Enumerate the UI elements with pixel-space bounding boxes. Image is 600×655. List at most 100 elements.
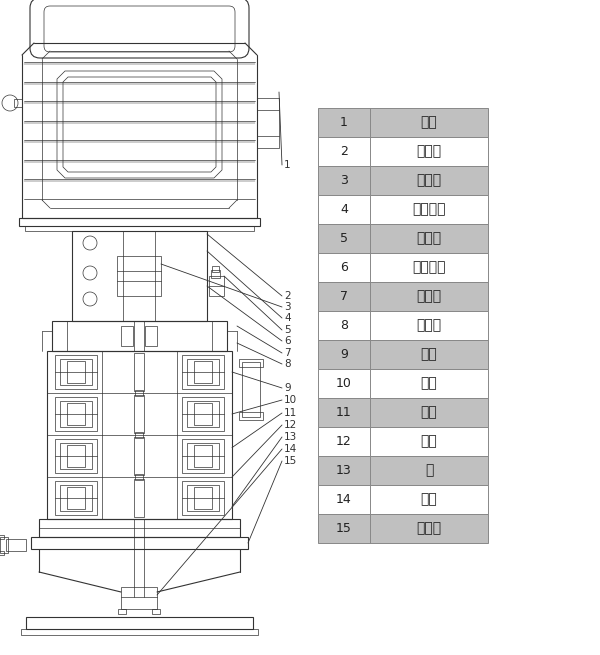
Text: 3: 3 bbox=[284, 302, 290, 312]
Bar bbox=[121, 326, 133, 346]
Text: 10: 10 bbox=[336, 377, 352, 390]
Text: 7: 7 bbox=[340, 290, 348, 303]
Bar bbox=[134, 321, 144, 351]
Text: 11: 11 bbox=[336, 406, 352, 419]
Bar bbox=[239, 412, 263, 420]
Text: 6: 6 bbox=[340, 261, 348, 274]
Bar bbox=[47, 351, 232, 519]
Text: 3: 3 bbox=[340, 174, 348, 187]
Text: 14: 14 bbox=[336, 493, 352, 506]
Bar bbox=[318, 456, 488, 485]
Text: 9: 9 bbox=[340, 348, 348, 361]
Bar bbox=[145, 326, 157, 346]
Bar bbox=[318, 282, 488, 311]
Text: 轴: 轴 bbox=[425, 464, 433, 477]
Bar bbox=[194, 487, 212, 509]
Text: 15: 15 bbox=[336, 522, 352, 535]
Bar bbox=[134, 437, 144, 475]
Bar bbox=[187, 359, 219, 385]
Bar bbox=[121, 587, 157, 609]
Text: 5: 5 bbox=[340, 232, 348, 245]
Bar bbox=[60, 401, 92, 427]
Text: 6: 6 bbox=[284, 336, 290, 346]
Bar bbox=[60, 485, 92, 511]
Bar bbox=[0, 535, 4, 539]
Bar bbox=[19, 218, 260, 226]
Bar bbox=[187, 485, 219, 511]
Bar bbox=[194, 445, 212, 467]
Text: 13: 13 bbox=[336, 464, 352, 477]
Bar bbox=[182, 439, 224, 473]
Bar bbox=[134, 353, 144, 391]
Text: 进水段: 进水段 bbox=[416, 521, 442, 536]
Bar bbox=[134, 479, 144, 517]
Bar bbox=[318, 340, 488, 369]
Text: 机械密封: 机械密封 bbox=[412, 261, 446, 274]
Text: 中段: 中段 bbox=[421, 377, 437, 390]
Bar bbox=[257, 98, 279, 148]
Text: 14: 14 bbox=[284, 444, 297, 454]
Bar bbox=[67, 361, 85, 383]
Text: 11: 11 bbox=[284, 408, 297, 418]
Bar bbox=[134, 395, 144, 433]
Text: 联机器: 联机器 bbox=[416, 174, 442, 187]
Text: 末导叶: 末导叶 bbox=[416, 290, 442, 303]
Bar bbox=[318, 369, 488, 398]
Text: 15: 15 bbox=[284, 456, 297, 466]
Text: 1: 1 bbox=[284, 160, 290, 170]
Text: 5: 5 bbox=[284, 325, 290, 335]
Bar bbox=[182, 481, 224, 515]
Bar bbox=[211, 270, 220, 278]
Bar bbox=[318, 485, 488, 514]
Text: 电机架: 电机架 bbox=[416, 145, 442, 159]
Text: 8: 8 bbox=[340, 319, 348, 332]
Bar bbox=[239, 359, 263, 367]
Bar bbox=[318, 427, 488, 456]
Bar bbox=[55, 481, 97, 515]
Bar bbox=[318, 311, 488, 340]
Bar bbox=[72, 231, 207, 321]
Text: 13: 13 bbox=[284, 432, 297, 442]
Bar bbox=[21, 629, 258, 635]
Bar bbox=[318, 514, 488, 543]
Text: 9: 9 bbox=[284, 383, 290, 393]
Bar bbox=[0, 551, 4, 555]
Bar bbox=[25, 226, 254, 231]
Bar bbox=[31, 537, 248, 549]
Bar bbox=[242, 362, 260, 417]
Bar bbox=[55, 355, 97, 389]
Bar bbox=[194, 403, 212, 425]
Text: 叶轮: 叶轮 bbox=[421, 434, 437, 449]
Bar bbox=[39, 519, 240, 537]
Bar bbox=[209, 276, 224, 296]
Bar bbox=[182, 397, 224, 431]
Bar bbox=[55, 397, 97, 431]
Text: 2: 2 bbox=[284, 291, 290, 301]
Text: 10: 10 bbox=[284, 395, 297, 405]
Bar bbox=[135, 432, 143, 438]
Bar bbox=[67, 445, 85, 467]
Bar bbox=[26, 617, 253, 629]
Text: 4: 4 bbox=[340, 203, 348, 216]
Text: 8: 8 bbox=[284, 359, 290, 369]
Bar bbox=[318, 108, 488, 137]
Bar bbox=[187, 443, 219, 469]
Bar bbox=[318, 166, 488, 195]
Bar bbox=[182, 355, 224, 389]
Bar bbox=[135, 390, 143, 396]
Bar bbox=[318, 137, 488, 166]
Text: 机封压盖: 机封压盖 bbox=[412, 202, 446, 217]
Bar bbox=[318, 195, 488, 224]
Bar bbox=[6, 539, 26, 551]
Text: 2: 2 bbox=[340, 145, 348, 158]
Bar bbox=[14, 99, 22, 107]
Bar bbox=[0, 537, 8, 553]
Bar bbox=[117, 256, 161, 296]
Bar bbox=[55, 439, 97, 473]
Bar bbox=[118, 609, 126, 614]
Text: 电机: 电机 bbox=[421, 115, 437, 130]
Text: 12: 12 bbox=[284, 420, 297, 430]
Bar bbox=[318, 398, 488, 427]
Bar bbox=[318, 224, 488, 253]
Bar bbox=[187, 401, 219, 427]
